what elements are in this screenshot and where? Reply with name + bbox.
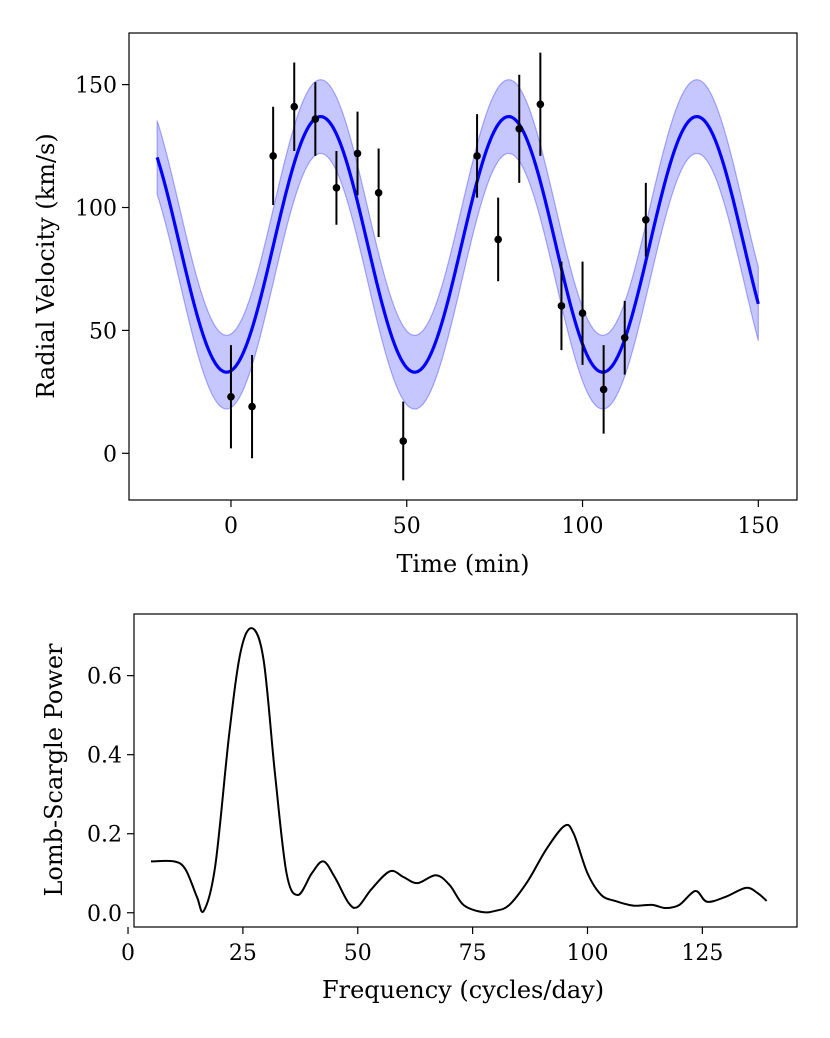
rv-y-axis-label: Radial Velocity (km/s)	[32, 133, 60, 398]
rv-y-tick-label: 50	[89, 319, 117, 344]
rv-data-point	[494, 235, 502, 244]
ls-x-tick-label: 75	[459, 941, 487, 966]
rv-data-point	[578, 309, 587, 318]
ls-x-tick-label: 100	[566, 941, 608, 966]
radial-velocity-panel: 0 50 100 150 0 50 100 150 Time (min) Radial Ve…	[32, 32, 798, 578]
rv-data-point	[515, 125, 524, 133]
ls-x-tick-label: 125	[681, 941, 723, 966]
rv-data-point	[374, 188, 383, 197]
rv-model-curve	[155, 114, 760, 374]
rv-x-axis-label: Time (min)	[397, 550, 530, 578]
rv-data-point	[599, 385, 608, 394]
rv-data-point	[473, 152, 481, 160]
periodogram-panel: 0 25 50 75 100 125 0.0 0.2 0.4 0.6 Frequency (cy…	[40, 613, 798, 1004]
rv-x-ticks: 0 50 100 150	[224, 500, 779, 539]
rv-data-point	[311, 115, 320, 123]
rv-x-tick-label: 0	[224, 514, 238, 539]
rv-model-layer	[155, 114, 760, 374]
rv-data-point	[332, 184, 341, 192]
ls-y-tick-label: 0.0	[87, 902, 122, 927]
rv-data-point	[642, 216, 650, 224]
rv-x-tick-label: 50	[393, 514, 421, 539]
periodogram-x-ticks: 0 25 50 75 100 125	[121, 927, 723, 966]
periodogram-y-axis-label: Lomb-Scargle Power	[40, 643, 68, 897]
rv-data-point	[399, 437, 408, 445]
rv-data-point	[248, 402, 256, 411]
periodogram-x-axis-label: Frequency (cycles/day)	[322, 976, 604, 1004]
rv-data-point	[557, 302, 566, 310]
rv-plot-frame	[128, 32, 798, 501]
rv-y-tick-label: 150	[75, 74, 117, 99]
rv-data-point	[620, 333, 629, 342]
ls-x-tick-label: 50	[344, 941, 372, 966]
ls-x-tick-label: 0	[121, 941, 135, 966]
rv-data-point	[269, 152, 277, 160]
rv-data-point	[536, 100, 545, 109]
periodogram-line-layer	[150, 627, 768, 914]
periodogram-plot-frame	[133, 613, 798, 928]
rv-data-point	[353, 149, 362, 158]
rv-x-tick-label: 150	[737, 514, 779, 539]
rv-data-point	[227, 392, 235, 401]
rv-data-point	[290, 102, 299, 111]
rv-y-ticks: 0 50 100 150	[75, 74, 129, 467]
ls-x-tick-label: 25	[229, 941, 257, 966]
rv-y-tick-label: 100	[75, 197, 117, 222]
periodogram-y-ticks: 0.0 0.2 0.4 0.6	[87, 665, 134, 927]
rv-x-tick-label: 100	[562, 514, 604, 539]
periodogram-power-line	[150, 627, 768, 914]
ls-y-tick-label: 0.2	[87, 823, 122, 848]
rv-y-tick-label: 0	[103, 442, 117, 467]
ls-y-tick-label: 0.4	[87, 744, 122, 769]
rv-data-points-layer	[227, 52, 650, 481]
ls-y-tick-label: 0.6	[87, 665, 122, 690]
